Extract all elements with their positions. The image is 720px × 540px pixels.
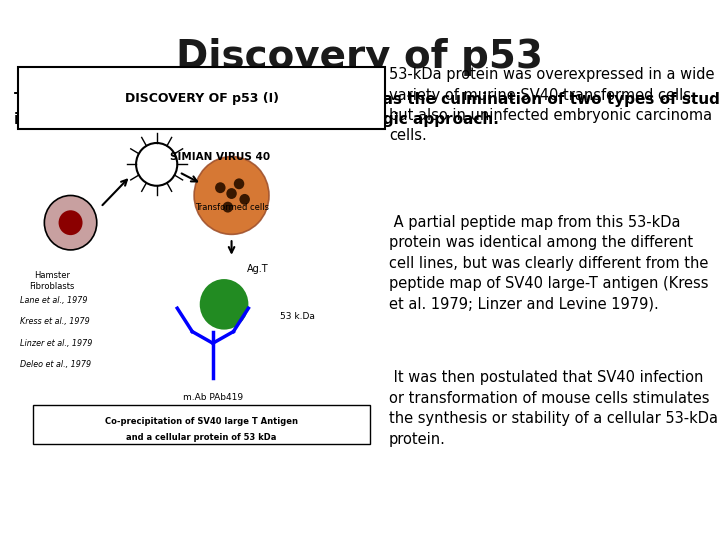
Text: The discovery in 1979 of the p53 protein was the culmination of two types of stu: The discovery in 1979 of the p53 protein… bbox=[14, 92, 720, 126]
Text: Ag.T: Ag.T bbox=[247, 265, 269, 274]
Circle shape bbox=[58, 210, 83, 235]
Text: Deleo et al., 1979: Deleo et al., 1979 bbox=[20, 360, 91, 369]
Text: A partial peptide map from this 53-kDa protein was identical among the different: A partial peptide map from this 53-kDa p… bbox=[389, 215, 708, 312]
Text: Discovery of p53: Discovery of p53 bbox=[176, 38, 544, 76]
Circle shape bbox=[45, 195, 96, 250]
Circle shape bbox=[240, 194, 250, 205]
Text: It was then postulated that SV40 infection or transformation of mouse cells stim: It was then postulated that SV40 infecti… bbox=[389, 370, 718, 447]
Circle shape bbox=[199, 279, 248, 329]
Text: SIMIAN VIRUS 40: SIMIAN VIRUS 40 bbox=[170, 152, 271, 161]
Circle shape bbox=[234, 178, 244, 189]
FancyBboxPatch shape bbox=[18, 67, 385, 130]
Text: m.Ab PAb419: m.Ab PAb419 bbox=[183, 393, 243, 402]
Text: Kress et al., 1979: Kress et al., 1979 bbox=[20, 318, 90, 326]
Text: Co-precipitation of SV40 large T Antigen: Co-precipitation of SV40 large T Antigen bbox=[105, 417, 298, 426]
Circle shape bbox=[222, 202, 233, 213]
Circle shape bbox=[136, 143, 177, 186]
Text: Transformed cells: Transformed cells bbox=[194, 202, 269, 212]
Circle shape bbox=[215, 183, 225, 193]
Circle shape bbox=[226, 188, 237, 199]
Text: Lane et al., 1979: Lane et al., 1979 bbox=[20, 296, 88, 305]
Text: and a cellular protein of 53 kDa: and a cellular protein of 53 kDa bbox=[127, 433, 276, 442]
FancyBboxPatch shape bbox=[33, 406, 370, 444]
Text: Linzer et al., 1979: Linzer et al., 1979 bbox=[20, 339, 92, 348]
Circle shape bbox=[194, 157, 269, 234]
Text: 53-kDa protein was overexpressed in a wide variety of murine SV40 transformed ce: 53-kDa protein was overexpressed in a wi… bbox=[389, 67, 714, 144]
Text: Hamster
Fibroblasts: Hamster Fibroblasts bbox=[29, 271, 75, 291]
Text: DISCOVERY OF p53 (I): DISCOVERY OF p53 (I) bbox=[125, 92, 279, 105]
Text: 53 k.Da: 53 k.Da bbox=[280, 312, 315, 321]
